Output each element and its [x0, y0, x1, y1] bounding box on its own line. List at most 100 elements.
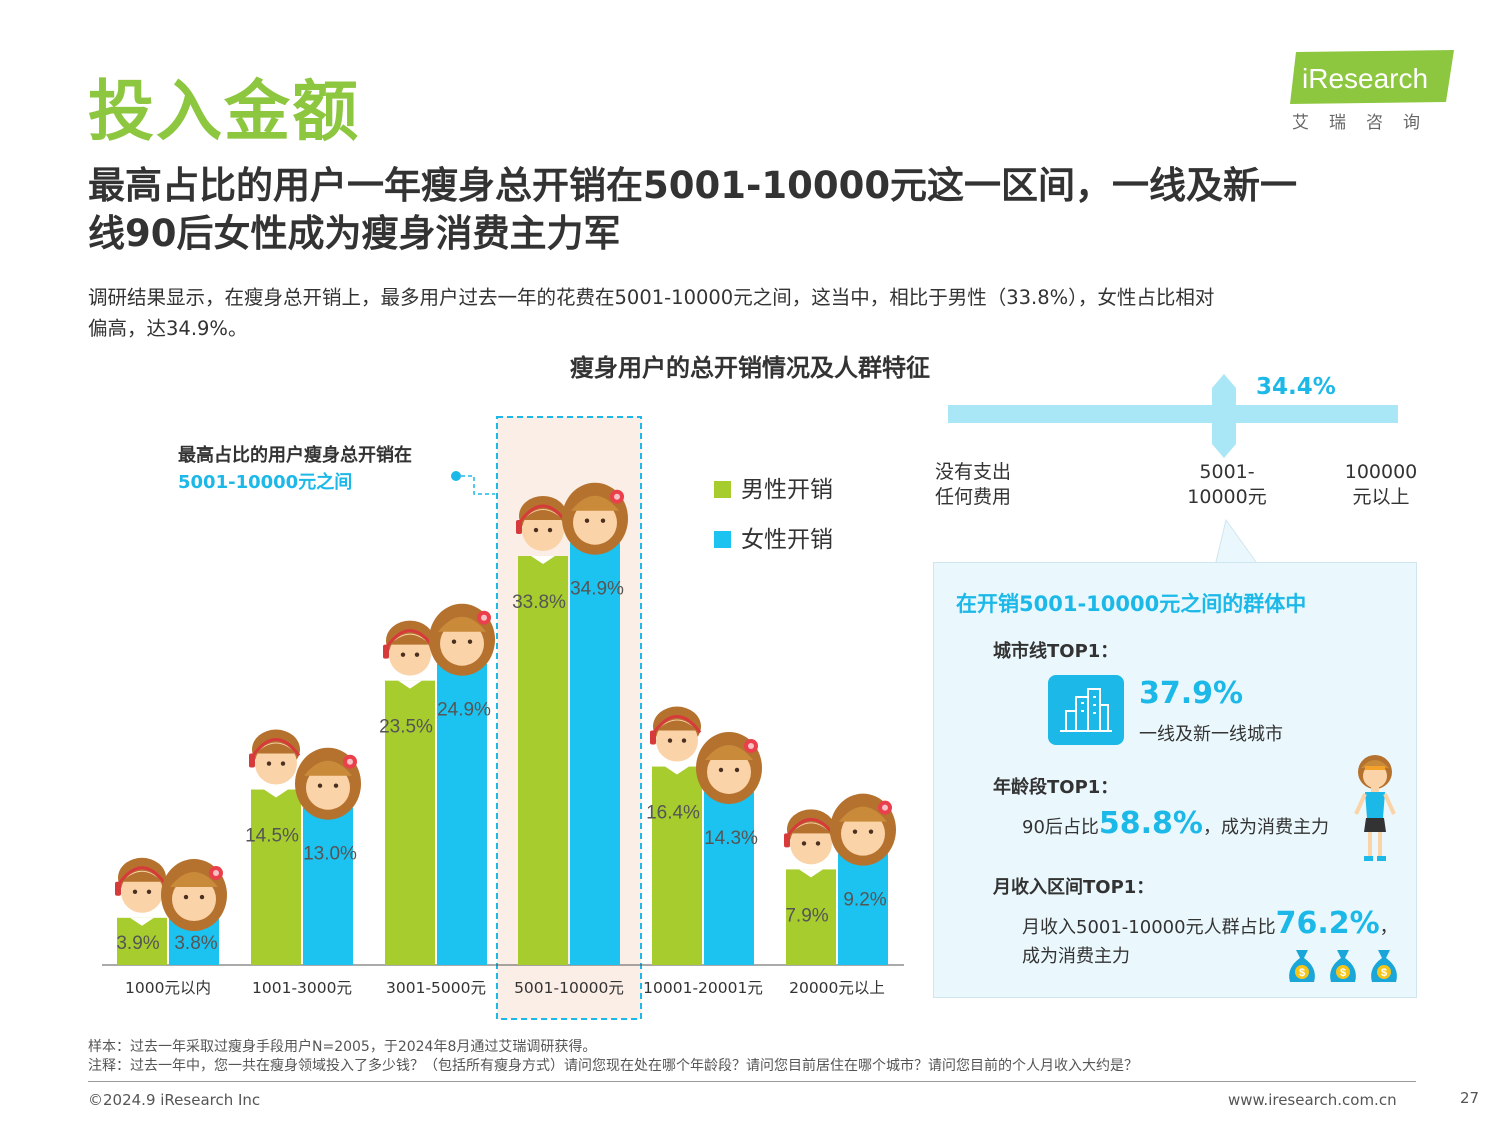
city-value: 37.9% — [1139, 676, 1244, 711]
bar-male — [385, 680, 435, 965]
chart-title: 瘦身用户的总开销情况及人群特征 — [570, 354, 930, 382]
bar-male — [251, 789, 301, 965]
highlight-band — [496, 416, 642, 1020]
range-left-line-2: 任何费用 — [934, 486, 1011, 508]
headline-line-1: 最高占比的用户一年瘦身总开销在5001-10000元这一区间，一线及新一 — [88, 164, 1298, 207]
bar-male-value-label: 14.5% — [245, 826, 299, 847]
bar-female — [704, 791, 754, 965]
bar-female-value-label: 34.9% — [570, 579, 624, 600]
copyright: ©2024.9 iResearch Inc — [88, 1091, 261, 1109]
female-figure-head — [161, 859, 227, 932]
range-right-line-1: 100000 — [1344, 461, 1418, 483]
legend-female-swatch — [714, 531, 731, 548]
male-figure-head — [650, 706, 702, 775]
bar-female — [838, 853, 888, 965]
range-left-line-1: 没有支出 — [934, 461, 1011, 483]
range-value: 34.4% — [1256, 374, 1336, 400]
logo-text: iResearch — [1302, 63, 1428, 94]
callout-line-2: 5001-10000元之间 — [178, 472, 353, 493]
income-label: 月收入区间TOP1： — [993, 877, 1155, 898]
female-figure-head — [562, 482, 628, 555]
male-figure-head — [516, 496, 568, 565]
range-mid-label: 5001- 10000元 — [1172, 460, 1282, 510]
bar-male — [117, 917, 167, 965]
bar-female-value-label: 9.2% — [843, 890, 886, 911]
female-figure-head — [429, 603, 495, 676]
female-figure-head — [696, 731, 762, 804]
footer-divider — [88, 1081, 1416, 1082]
range-mid-line-1: 5001- — [1199, 461, 1255, 483]
money-bag-icons: $ $ $ — [1289, 950, 1397, 982]
money-bag-icon: $ — [1289, 950, 1315, 982]
x-axis-category-label: 1001-3000元 — [252, 979, 352, 997]
headline-line-2: 线90后女性成为瘦身消费主力军 — [88, 212, 621, 255]
panel-pointer — [1215, 518, 1257, 563]
city-icon — [1048, 675, 1124, 745]
bar-female-value-label: 13.0% — [303, 844, 357, 865]
svg-text:$: $ — [1340, 967, 1346, 979]
female-figure-head — [295, 747, 361, 820]
headline: 最高占比的用户一年瘦身总开销在5001-10000元这一区间，一线及新一 线90… — [88, 162, 1428, 258]
income-value: 76.2% — [1275, 906, 1380, 941]
legend-female-label: 女性开销 — [741, 527, 833, 553]
bar-female-value-label: 14.3% — [704, 828, 758, 849]
bar-female — [303, 807, 353, 965]
page-number: 27 — [1460, 1089, 1480, 1107]
range-right-line-2: 元以上 — [1352, 486, 1410, 508]
logo-subtitle: 艾瑞咨询 — [1292, 113, 1440, 133]
age-line: 90后占比58.8%，成为消费主力 — [1022, 806, 1329, 841]
range-mid-line-2: 10000元 — [1187, 486, 1267, 508]
bar-male-value-label: 3.9% — [116, 933, 159, 954]
bar-male — [786, 869, 836, 965]
iresearch-logo: iResearch — [1290, 50, 1454, 104]
age-value: 58.8% — [1098, 806, 1203, 841]
legend-male-label: 男性开销 — [741, 477, 833, 503]
callout-line-1: 最高占比的用户瘦身总开销在 — [178, 445, 412, 466]
city-label: 城市线TOP1： — [993, 641, 1119, 662]
male-figure-head — [115, 857, 167, 926]
page-title: 投入金额 — [88, 73, 360, 150]
legend-male-swatch — [714, 481, 731, 498]
x-axis-category-label: 10001-20001元 — [643, 979, 763, 997]
svg-text:$: $ — [1299, 967, 1305, 979]
legend-male: 男性开销 — [714, 470, 833, 504]
male-figure-head — [249, 729, 301, 798]
age-suffix: ，成为消费主力 — [1202, 817, 1329, 838]
city-text: 一线及新一线城市 — [1139, 724, 1283, 745]
income-line-1: 月收入5001-10000元人群占比76.2%， — [1022, 906, 1398, 941]
x-axis-category-label: 20000元以上 — [789, 979, 885, 997]
bar-male-value-label: 23.5% — [379, 717, 433, 738]
description-line-1: 调研结果显示，在瘦身总开销上，最多用户过去一年的花费在5001-10000元之间… — [88, 286, 1215, 309]
range-indicator-bar — [948, 374, 1398, 458]
panel-title: 在开销5001-10000元之间的群体中 — [956, 592, 1307, 616]
bar-male — [652, 766, 702, 965]
range-left-label: 没有支出 任何费用 — [918, 460, 1028, 510]
note-sample: 样本：过去一年采取过瘦身手段用户N=2005，于2024年8月通过艾瑞调研获得。 — [88, 1039, 597, 1055]
x-axis-category-label: 1000元以内 — [125, 979, 211, 997]
website: www.iresearch.com.cn — [1228, 1091, 1397, 1109]
x-axis-category-label: 5001-10000元 — [514, 979, 624, 997]
bar-female-value-label: 24.9% — [437, 700, 491, 721]
male-figure-head — [784, 809, 836, 878]
info-panel — [933, 562, 1417, 998]
male-figure-head — [383, 620, 435, 689]
bar-female-value-label: 3.8% — [174, 933, 217, 954]
income-prefix: 月收入5001-10000元人群占比 — [1022, 917, 1276, 938]
bar-female — [570, 542, 620, 965]
bar-male-value-label: 7.9% — [785, 905, 828, 926]
bar-male — [518, 556, 568, 965]
female-figure-head — [830, 793, 896, 866]
age-label: 年龄段TOP1： — [993, 777, 1119, 798]
note-comment: 注释：过去一年中，您一共在瘦身领域投入了多少钱？（包括所有瘦身方式）请问您现在处… — [88, 1058, 1138, 1074]
bar-male-value-label: 16.4% — [646, 803, 700, 824]
x-axis-category-label: 3001-5000元 — [386, 979, 486, 997]
callout-connector — [451, 471, 495, 495]
age-prefix: 90后占比 — [1022, 817, 1099, 838]
description-line-2: 偏高，达34.9%。 — [88, 317, 248, 340]
woman-figure-icon — [1354, 755, 1396, 861]
notes: 样本：过去一年采取过瘦身手段用户N=2005，于2024年8月通过艾瑞调研获得。… — [88, 1038, 1138, 1076]
bar-female — [169, 919, 219, 965]
bar-female — [437, 663, 487, 965]
legend-female: 女性开销 — [714, 520, 833, 554]
range-right-label: 100000 元以上 — [1326, 460, 1436, 510]
